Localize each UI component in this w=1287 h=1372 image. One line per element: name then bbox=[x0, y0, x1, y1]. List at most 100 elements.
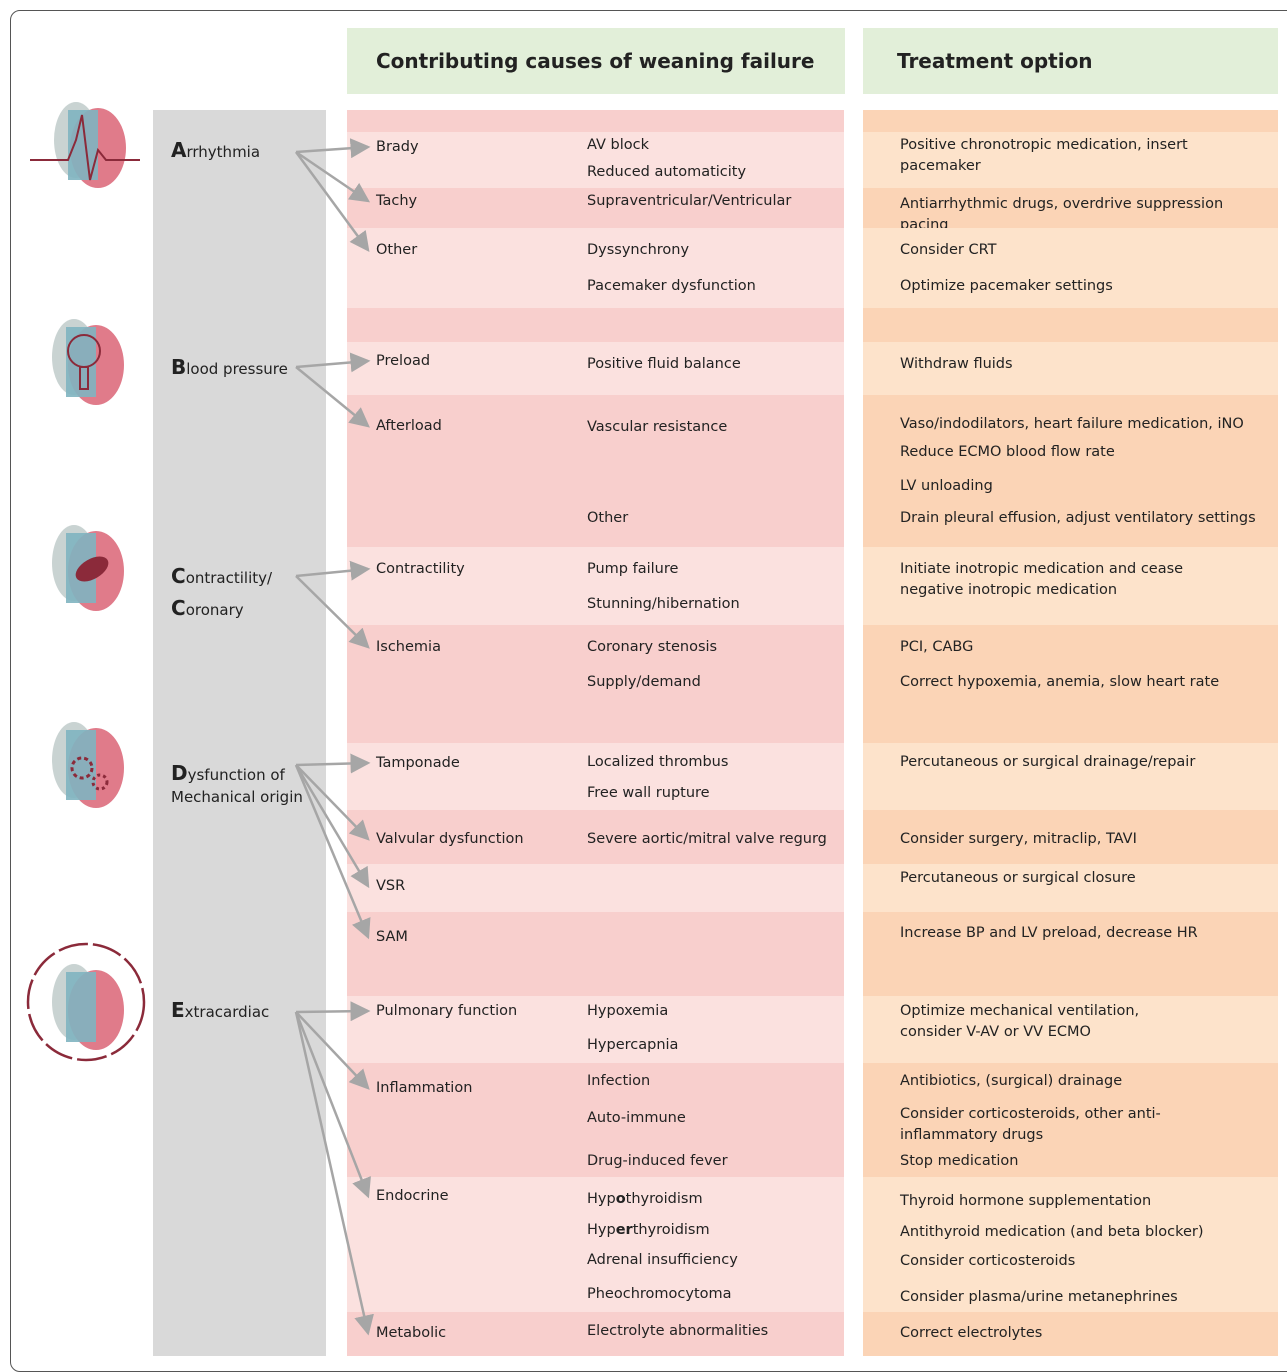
treatment: Consider corticosteroids bbox=[900, 1253, 1076, 1269]
cause: Ischemia bbox=[376, 639, 441, 655]
cause: SAM bbox=[376, 929, 408, 945]
text-part: o bbox=[615, 1191, 626, 1207]
text-part: Hyp bbox=[587, 1191, 616, 1207]
detail: Pump failure bbox=[587, 561, 679, 577]
text-part: B bbox=[171, 355, 187, 379]
cause: VSR bbox=[376, 878, 406, 894]
treatment-band bbox=[863, 308, 1278, 342]
text-part: D bbox=[171, 761, 188, 785]
treatment: LV unloading bbox=[900, 478, 993, 494]
detail: Hypothyroidism bbox=[587, 1189, 703, 1210]
text-part: A bbox=[171, 138, 187, 162]
detail: Positive fluid balance bbox=[587, 356, 741, 372]
text-part: E bbox=[171, 998, 185, 1022]
cause: Valvular dysfunction bbox=[376, 831, 524, 847]
treatment-band bbox=[863, 625, 1278, 743]
text-part: ysfunction of bbox=[187, 766, 285, 784]
detail: Other bbox=[587, 510, 629, 526]
arrow bbox=[294, 764, 370, 889]
cause-band bbox=[347, 132, 844, 188]
treatment-band bbox=[863, 1063, 1278, 1177]
text-part: thyroidism bbox=[625, 1191, 703, 1207]
cause: Tachy bbox=[376, 193, 418, 209]
treatment: Optimize mechanical ventilation, conside… bbox=[900, 1003, 1140, 1040]
treatment: Consider CRT bbox=[900, 242, 997, 258]
text-part: Hyp bbox=[587, 1222, 616, 1238]
text-part: er bbox=[615, 1222, 633, 1238]
arrow bbox=[295, 352, 371, 373]
cause: Pulmonary function bbox=[376, 1003, 518, 1019]
arrow bbox=[295, 560, 371, 581]
detail: Supraventricular/Ventricular bbox=[587, 193, 792, 209]
treatment-band bbox=[863, 996, 1278, 1063]
cause-band bbox=[347, 342, 844, 395]
treatment: Increase BP and LV preload, decrease HR bbox=[900, 925, 1198, 941]
cause-band bbox=[347, 810, 844, 864]
detail: Localized thrombus bbox=[587, 754, 729, 770]
arrow bbox=[294, 1011, 371, 1199]
treatment: Initiate inotropic medication and cease … bbox=[900, 561, 1184, 598]
cause: Preload bbox=[376, 353, 431, 369]
treatment: PCI, CABG bbox=[900, 639, 974, 655]
treatment-band bbox=[863, 228, 1278, 308]
cause-band bbox=[347, 864, 844, 912]
treatment-band bbox=[863, 547, 1278, 625]
treatment: Consider surgery, mitraclip, TAVI bbox=[900, 831, 1137, 847]
cause-band bbox=[347, 228, 844, 308]
detail: Free wall rupture bbox=[587, 785, 710, 801]
text-part: lood pressure bbox=[186, 360, 288, 378]
cause-band bbox=[347, 1177, 844, 1312]
cause-band bbox=[347, 547, 844, 625]
detail: Auto-immune bbox=[587, 1110, 686, 1126]
detail: Pheochromocytoma bbox=[587, 1286, 732, 1302]
text-part: C bbox=[171, 564, 186, 588]
text-part: ontractility/ bbox=[185, 569, 273, 587]
group-label: Blood pressure bbox=[171, 355, 288, 381]
treatment-band bbox=[863, 743, 1278, 810]
treatment: Drain pleural effusion, adjust ventilato… bbox=[900, 510, 1256, 526]
detail: Vascular resistance bbox=[587, 419, 728, 435]
treatment: Stop medication bbox=[900, 1153, 1019, 1169]
header-causes: Contributing causes of weaning failure bbox=[347, 28, 845, 94]
detail: Supply/demand bbox=[587, 674, 701, 690]
group-label: Extracardiac bbox=[171, 998, 269, 1024]
cause: Other bbox=[376, 242, 418, 258]
treatment: Antithyroid medication (and beta blocker… bbox=[900, 1224, 1204, 1240]
treatment-band bbox=[863, 342, 1278, 395]
detail: Severe aortic/mitral valve regurg bbox=[587, 831, 827, 847]
cause-band bbox=[347, 188, 844, 228]
cause-band bbox=[347, 912, 844, 996]
detail: Drug-induced fever bbox=[587, 1153, 728, 1169]
icons bbox=[26, 102, 146, 1062]
detail: Hypercapnia bbox=[587, 1037, 679, 1053]
treatment: Antibiotics, (surgical) drainage bbox=[900, 1073, 1123, 1089]
cause-band bbox=[347, 1312, 844, 1356]
detail: Adrenal insufficiency bbox=[587, 1252, 738, 1268]
treatment-band bbox=[863, 188, 1278, 228]
treatment-band bbox=[863, 1312, 1278, 1356]
text-part: Mechanical origin bbox=[171, 788, 303, 806]
header-treatment: Treatment option bbox=[863, 28, 1278, 94]
cause: Contractility bbox=[376, 561, 465, 577]
treatment: Optimize pacemaker settings bbox=[900, 278, 1113, 294]
text-part: oronary bbox=[185, 601, 244, 619]
arrow bbox=[295, 575, 370, 649]
arrow bbox=[295, 753, 371, 774]
treatment-band bbox=[863, 1177, 1278, 1312]
treatment: Percutaneous or surgical closure bbox=[900, 870, 1136, 886]
arrow bbox=[295, 138, 371, 159]
detail: Hyperthyroidism bbox=[587, 1220, 710, 1241]
treatment: Reduce ECMO blood flow rate bbox=[900, 444, 1115, 460]
cause: Metabolic bbox=[376, 1325, 447, 1341]
arrow bbox=[295, 1011, 370, 1090]
arrows bbox=[294, 138, 374, 1336]
text-part: C bbox=[171, 596, 186, 620]
treatment-band bbox=[863, 395, 1278, 547]
detail: Electrolyte abnormalities bbox=[587, 1323, 769, 1339]
cause-band bbox=[347, 1063, 844, 1177]
cause: Afterload bbox=[376, 418, 442, 434]
treatment-band bbox=[863, 864, 1278, 912]
cause: Endocrine bbox=[376, 1188, 449, 1204]
